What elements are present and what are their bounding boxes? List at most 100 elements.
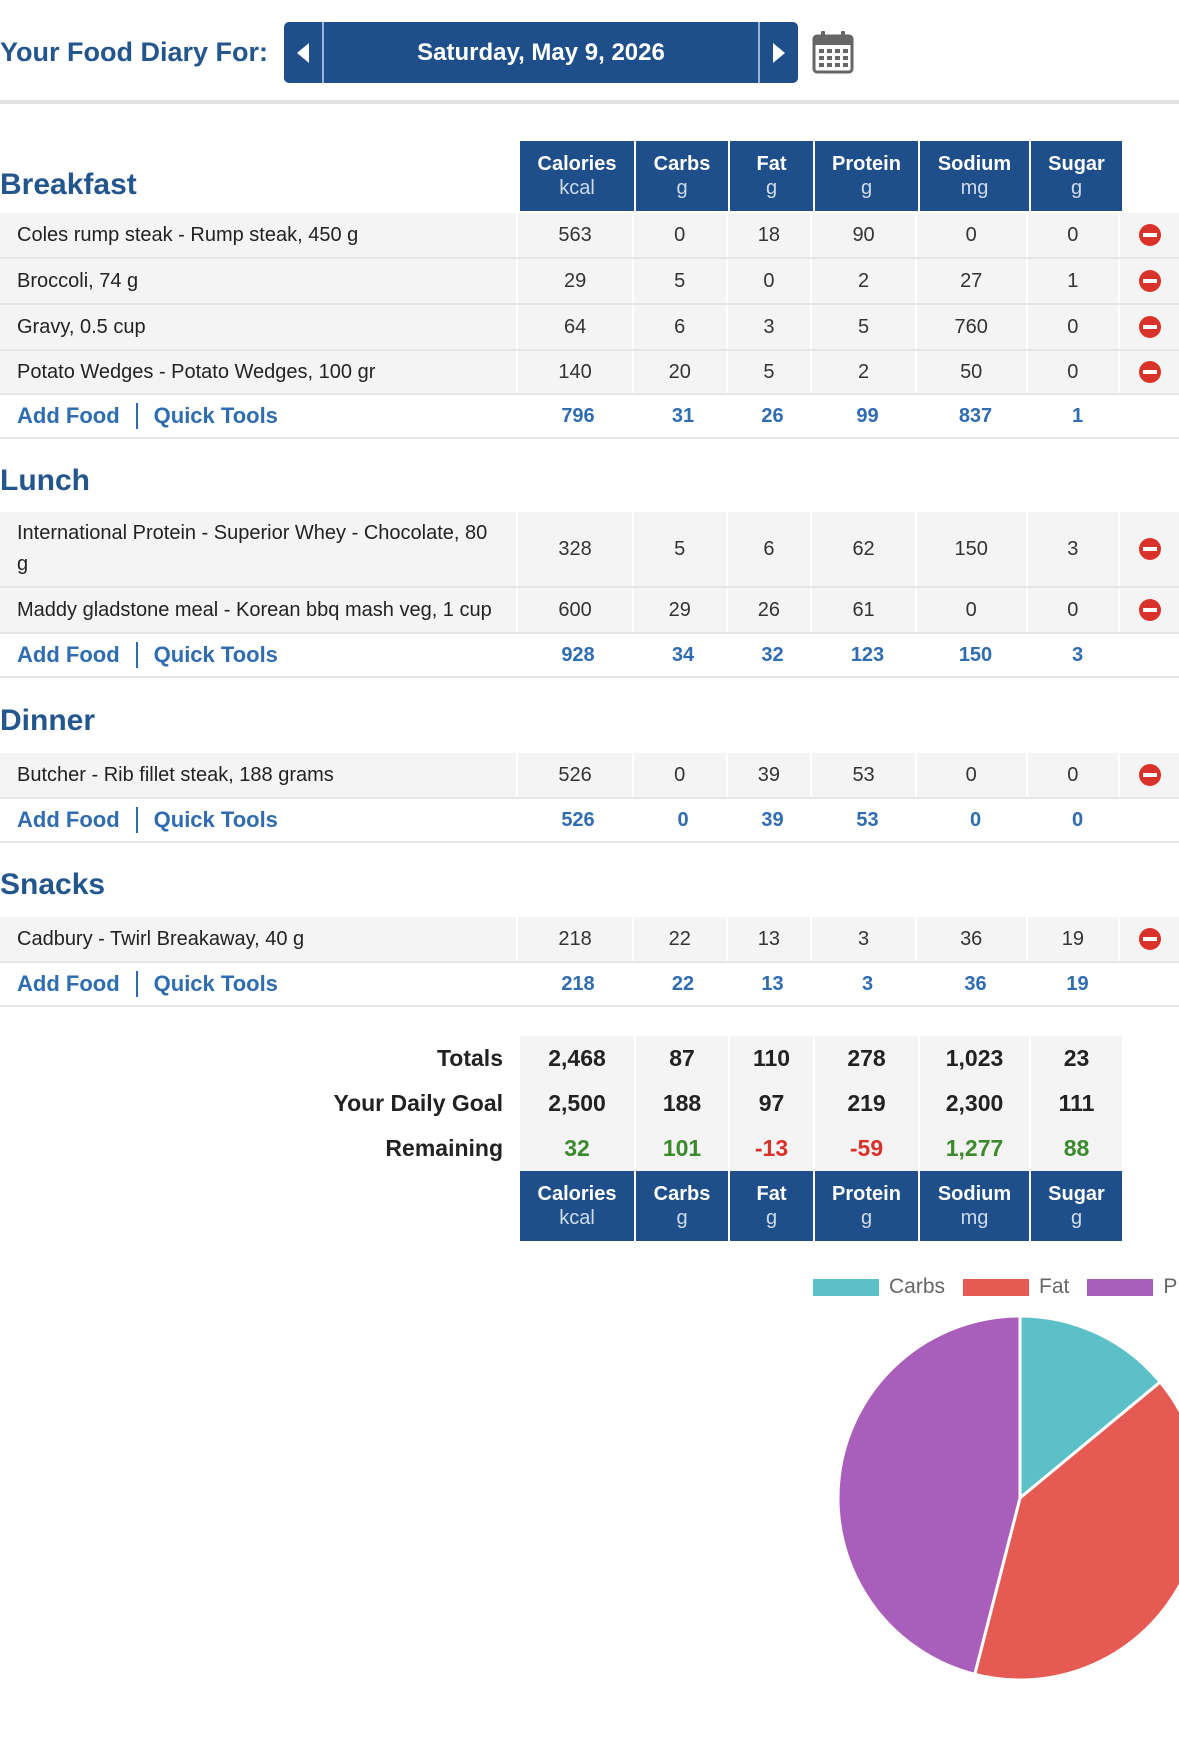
food-entry-row[interactable]: Broccoli, 74 g 29 5 0 2 27 1 [0,259,1179,305]
add-food-link[interactable]: Add Food [17,971,120,996]
pie-slice-fat[interactable] [972,1379,1179,1682]
remove-entry-button[interactable] [1120,213,1179,257]
remove-entry-button[interactable] [1120,259,1179,303]
link-separator [135,642,138,668]
meal-total-calories: 218 [561,972,595,995]
meal-total-protein: 99 [856,404,879,427]
meal-title-lunch: Lunch [0,464,90,497]
food-entry-fat: 13 [728,917,813,961]
food-entry-calories: 29 [518,259,634,303]
food-entry-sugar: 19 [1028,917,1121,961]
column-header-sodium: Sodium mg [920,1171,1031,1241]
food-entry-row[interactable]: Maddy gladstone meal - Korean bbq mash v… [0,588,1179,634]
pie-slice-carbs[interactable] [1018,1314,1163,1502]
chevron-right-icon [773,42,785,63]
remove-entry-button[interactable] [1120,512,1179,586]
remove-entry-button[interactable] [1120,588,1179,632]
remove-entry-icon[interactable] [1138,537,1162,561]
next-day-button[interactable] [758,22,798,83]
food-entry-protein: 61 [812,588,917,632]
legend-label: Fat [1039,1275,1070,1298]
meal-summary-row-snacks: Add Food Quick Tools 218 22 13 3 36 19 [0,963,1179,1007]
chevron-left-icon [297,42,309,63]
food-entry-name[interactable]: Broccoli, 74 g [0,259,519,303]
quick-tools-link[interactable]: Quick Tools [153,971,278,996]
food-entry-name[interactable]: Cadbury - Twirl Breakaway, 40 g [0,917,519,961]
food-entry-sugar: 0 [1028,213,1121,257]
food-entry-sodium: 0 [917,753,1028,797]
remove-entry-button[interactable] [1120,305,1179,349]
food-entry-fat: 26 [728,588,813,632]
column-header-label: Fat [756,1183,787,1205]
food-entry-row[interactable]: Coles rump steak - Rump steak, 450 g 563 0… [0,213,1179,259]
food-entry-protein: 3 [812,917,917,961]
food-entry-row[interactable]: International Protein - Superior Whey - … [0,512,1179,588]
add-food-link[interactable]: Add Food [17,642,120,667]
summary-label-totals: Totals [436,1045,503,1071]
column-header-label: Fat [756,153,787,175]
remove-entry-icon[interactable] [1138,360,1162,384]
quick-tools-link[interactable]: Quick Tools [153,403,278,428]
remove-entry-button[interactable] [1120,917,1179,961]
food-entry-row[interactable]: Potato Wedges - Potato Wedges, 100 gr 140… [0,351,1179,395]
remove-entry-icon[interactable] [1138,269,1162,293]
food-entry-carbs: 20 [634,351,728,393]
remove-entry-icon[interactable] [1138,927,1162,951]
food-entry-name[interactable]: Gravy, 0.5 cup [0,305,519,349]
remove-entry-icon[interactable] [1138,763,1162,787]
meal-total-sodium: 0 [969,808,982,831]
remove-entry-button[interactable] [1120,753,1179,797]
summary-totals-fat: 110 [730,1036,815,1081]
remove-entry-icon[interactable] [1138,598,1162,622]
food-entry-name[interactable]: Potato Wedges - Potato Wedges, 100 gr [0,351,519,393]
calendar-icon[interactable] [812,30,854,74]
diary-label: Your Food Diary For: [0,37,268,67]
food-entry-carbs: 29 [634,588,728,632]
column-header-unit: mg [960,177,989,199]
summary-row-totals: Totals 2,468 87 110 278 1,023 23 [0,1036,1179,1081]
food-entry-calories: 64 [518,305,634,349]
remove-entry-icon[interactable] [1138,315,1162,339]
food-entry-row[interactable]: Gravy, 0.5 cup 64 6 3 5 760 0 [0,305,1179,351]
column-header-unit: g [1070,177,1083,199]
remove-entry-icon[interactable] [1138,223,1162,247]
quick-tools-link[interactable]: Quick Tools [153,807,278,832]
meal-actions: Add Food Quick Tools [0,642,520,668]
quick-tools-link[interactable]: Quick Tools [153,642,278,667]
column-header-calories: Calories kcal [520,141,636,211]
remove-entry-button[interactable] [1120,351,1179,393]
meal-title-snacks: Snacks [0,868,106,901]
food-entry-name[interactable]: Coles rump steak - Rump steak, 450 g [0,213,519,257]
food-entry-carbs: 22 [634,917,728,961]
food-entry-sodium: 27 [917,259,1028,303]
summary-remaining-sugar: 88 [1031,1126,1124,1171]
meal-total-fat: 13 [761,972,784,995]
food-entry-row[interactable]: Butcher - Rib fillet steak, 188 grams 526… [0,753,1179,799]
food-entry-calories: 140 [518,351,634,393]
summary-goal-protein: 219 [815,1081,920,1126]
previous-day-button[interactable] [284,22,324,83]
summary-totals-protein: 278 [815,1036,920,1081]
meal-total-carbs: 0 [677,808,689,831]
food-entry-sodium: 50 [917,351,1028,393]
pie-slice-protein[interactable] [836,1314,1022,1677]
add-food-link[interactable]: Add Food [17,403,120,428]
summary-label-goal: Your Daily Goal [333,1090,503,1116]
food-entry-carbs: 5 [634,259,728,303]
food-entry-sugar: 0 [1028,305,1121,349]
food-entry-name[interactable]: International Protein - Superior Whey - … [0,512,519,586]
meal-total-sodium: 837 [958,404,993,427]
food-entry-row[interactable]: Cadbury - Twirl Breakaway, 40 g 218 22 13 3 3… [0,917,1179,963]
food-entry-sugar: 0 [1028,588,1121,632]
summary-row-remaining: Remaining 32 101 -13 -59 1,277 88 [0,1126,1179,1171]
food-entry-name[interactable]: Butcher - Rib fillet steak, 188 grams [0,753,519,797]
column-header-protein: Protein g [815,141,920,211]
food-entry-name[interactable]: Maddy gladstone meal - Korean bbq mash v… [0,588,519,632]
summary-remaining-calories: 32 [520,1126,636,1171]
food-entry-protein: 53 [812,753,917,797]
add-food-link[interactable]: Add Food [17,807,120,832]
meal-actions: Add Food Quick Tools [0,807,520,833]
meal-summary-row-breakfast: Add Food Quick Tools 796 31 26 99 837 1 [0,395,1179,439]
